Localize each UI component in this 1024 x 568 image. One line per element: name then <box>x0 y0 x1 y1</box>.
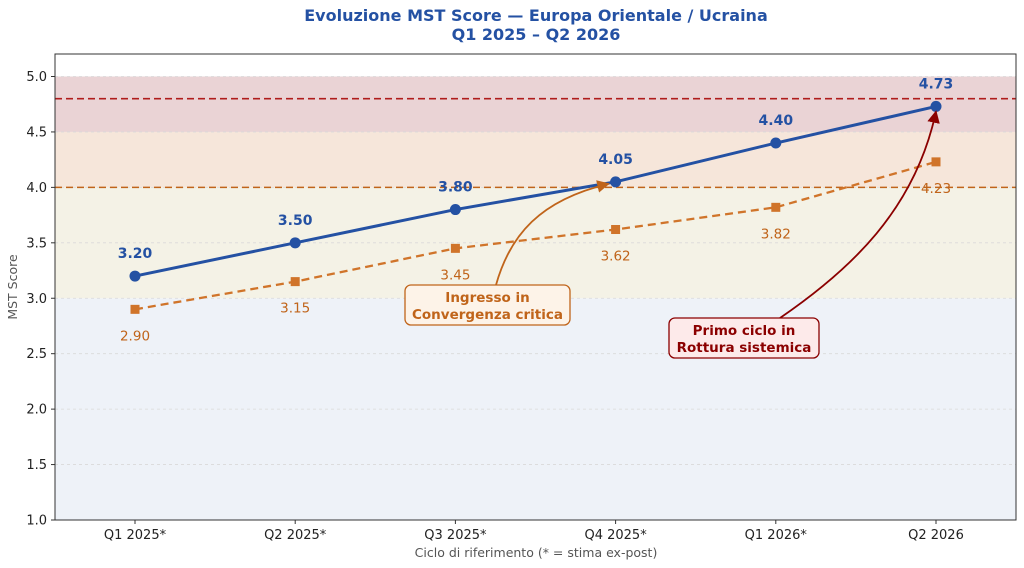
y-tick-label-0: 1.0 <box>26 514 47 529</box>
x-tick-label-0: Q1 2025* <box>104 528 167 543</box>
series-0-point-0 <box>129 270 141 282</box>
x-tick-label-3: Q4 2025* <box>584 528 647 543</box>
series-1-point-3 <box>611 225 621 235</box>
series-0-point-1 <box>289 237 301 249</box>
band-3 <box>55 76 1016 132</box>
x-tick-label-5: Q2 2026 <box>908 528 964 543</box>
y-tick-label-7: 4.5 <box>26 125 47 140</box>
y-tick-label-3: 2.5 <box>26 347 47 362</box>
y-tick-label-2: 2.0 <box>26 403 47 418</box>
series-1-point-1 <box>290 277 300 287</box>
series-0-point-3 <box>610 176 622 188</box>
series-0-point-5 <box>930 100 942 112</box>
series-1-point-2 <box>450 243 460 253</box>
x-axis-ticks: Q1 2025* Q2 2025* Q3 2025* Q4 2025* Q1 2026*… <box>104 520 964 543</box>
y-tick-label-6: 4.0 <box>26 181 47 196</box>
series-1-point-0 <box>130 304 140 314</box>
series-1-data-label-0: 2.90 <box>120 328 150 344</box>
annotation-1-line2: Rottura sistemica <box>677 340 812 356</box>
band-2 <box>55 131 1016 188</box>
series-0-data-label-5: 4.73 <box>919 76 954 92</box>
series-layer: 3.20 3.50 3.80 4.05 4.40 4.73 2.90 3.15 3.45 3.62… <box>118 76 954 344</box>
y-tick-label-5: 3.5 <box>26 236 47 251</box>
chart-title-line2: Q1 2025 – Q2 2026 <box>452 25 621 44</box>
x-tick-label-2: Q3 2025* <box>424 528 487 543</box>
y-axis-ticks: 1.0 1.5 2.0 2.5 3.0 3.5 4.0 4.5 5.0 <box>26 70 55 529</box>
series-1-point-5 <box>931 157 941 167</box>
series-0-point-4 <box>770 137 782 149</box>
x-axis-label: Ciclo di riferimento (* = stima ex-post) <box>415 545 658 560</box>
series-0-data-label-2: 3.80 <box>438 180 473 196</box>
series-1-data-label-5: 4.23 <box>921 181 951 197</box>
chart-title-line1: Evoluzione MST Score — Europa Orientale … <box>304 6 767 25</box>
series-1-line <box>134 160 937 311</box>
annotation-1-line1: Primo ciclo in <box>693 323 796 339</box>
annotation-0-line2: Convergenza critica <box>412 307 563 323</box>
plot-frame <box>54 53 1017 521</box>
x-tick-label-1: Q2 2025* <box>264 528 327 543</box>
annotation-1-box <box>668 317 820 359</box>
series-0-point-2 <box>449 204 461 216</box>
series-0-line <box>134 104 937 278</box>
series-0-data-label-4: 4.40 <box>759 113 794 129</box>
series-1-data-label-1: 3.15 <box>280 301 310 317</box>
series-1-point-4 <box>771 202 781 212</box>
annotation-0-box <box>404 284 571 326</box>
y-axis-label: MST Score <box>5 254 20 320</box>
annotation-0-line1: Ingresso in <box>445 290 529 306</box>
series-0-data-label-3: 4.05 <box>598 152 633 168</box>
series-1-data-label-4: 3.82 <box>761 226 791 242</box>
y-tick-label-1: 1.5 <box>26 458 47 473</box>
series-0-data-label-1: 3.50 <box>278 213 313 229</box>
annotation-1-arrow <box>779 110 940 319</box>
series-1-data-label-3: 3.62 <box>601 249 631 265</box>
series-1-data-label-2: 3.45 <box>440 267 470 283</box>
y-tick-label-4: 3.0 <box>26 292 47 307</box>
x-tick-label-4: Q1 2026* <box>745 528 808 543</box>
annotation-0-arrow <box>495 180 610 286</box>
series-0-data-label-0: 3.20 <box>118 246 153 262</box>
threshold-lines <box>55 97 1016 189</box>
y-tick-label-8: 5.0 <box>26 70 47 85</box>
